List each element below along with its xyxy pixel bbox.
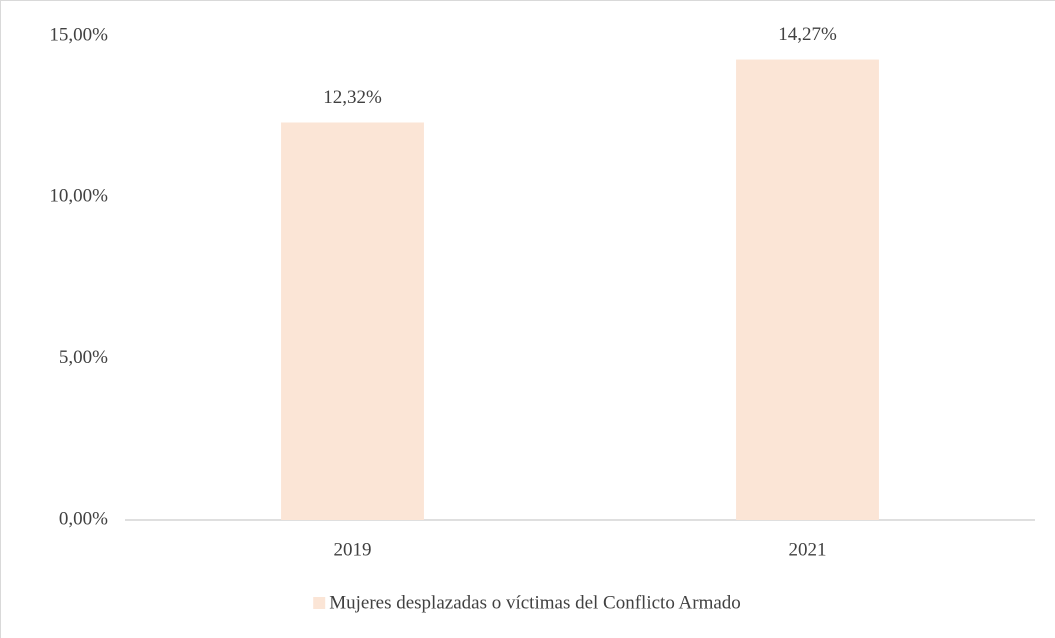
bar: [281, 122, 424, 520]
y-tick-label: 5,00%: [59, 347, 108, 368]
y-tick-label: 15,00%: [49, 24, 108, 45]
y-tick-label: 10,00%: [49, 186, 108, 207]
legend-label: Mujeres desplazadas o víctimas del Confl…: [329, 592, 741, 613]
bar: [736, 59, 879, 521]
y-tick-label: 0,00%: [59, 508, 108, 529]
x-tick-label: 2019: [334, 539, 372, 560]
legend-swatch: [313, 597, 326, 609]
data-label: 14,27%: [778, 24, 837, 45]
x-tick-label: 2021: [789, 539, 827, 560]
data-label: 12,32%: [323, 87, 382, 108]
